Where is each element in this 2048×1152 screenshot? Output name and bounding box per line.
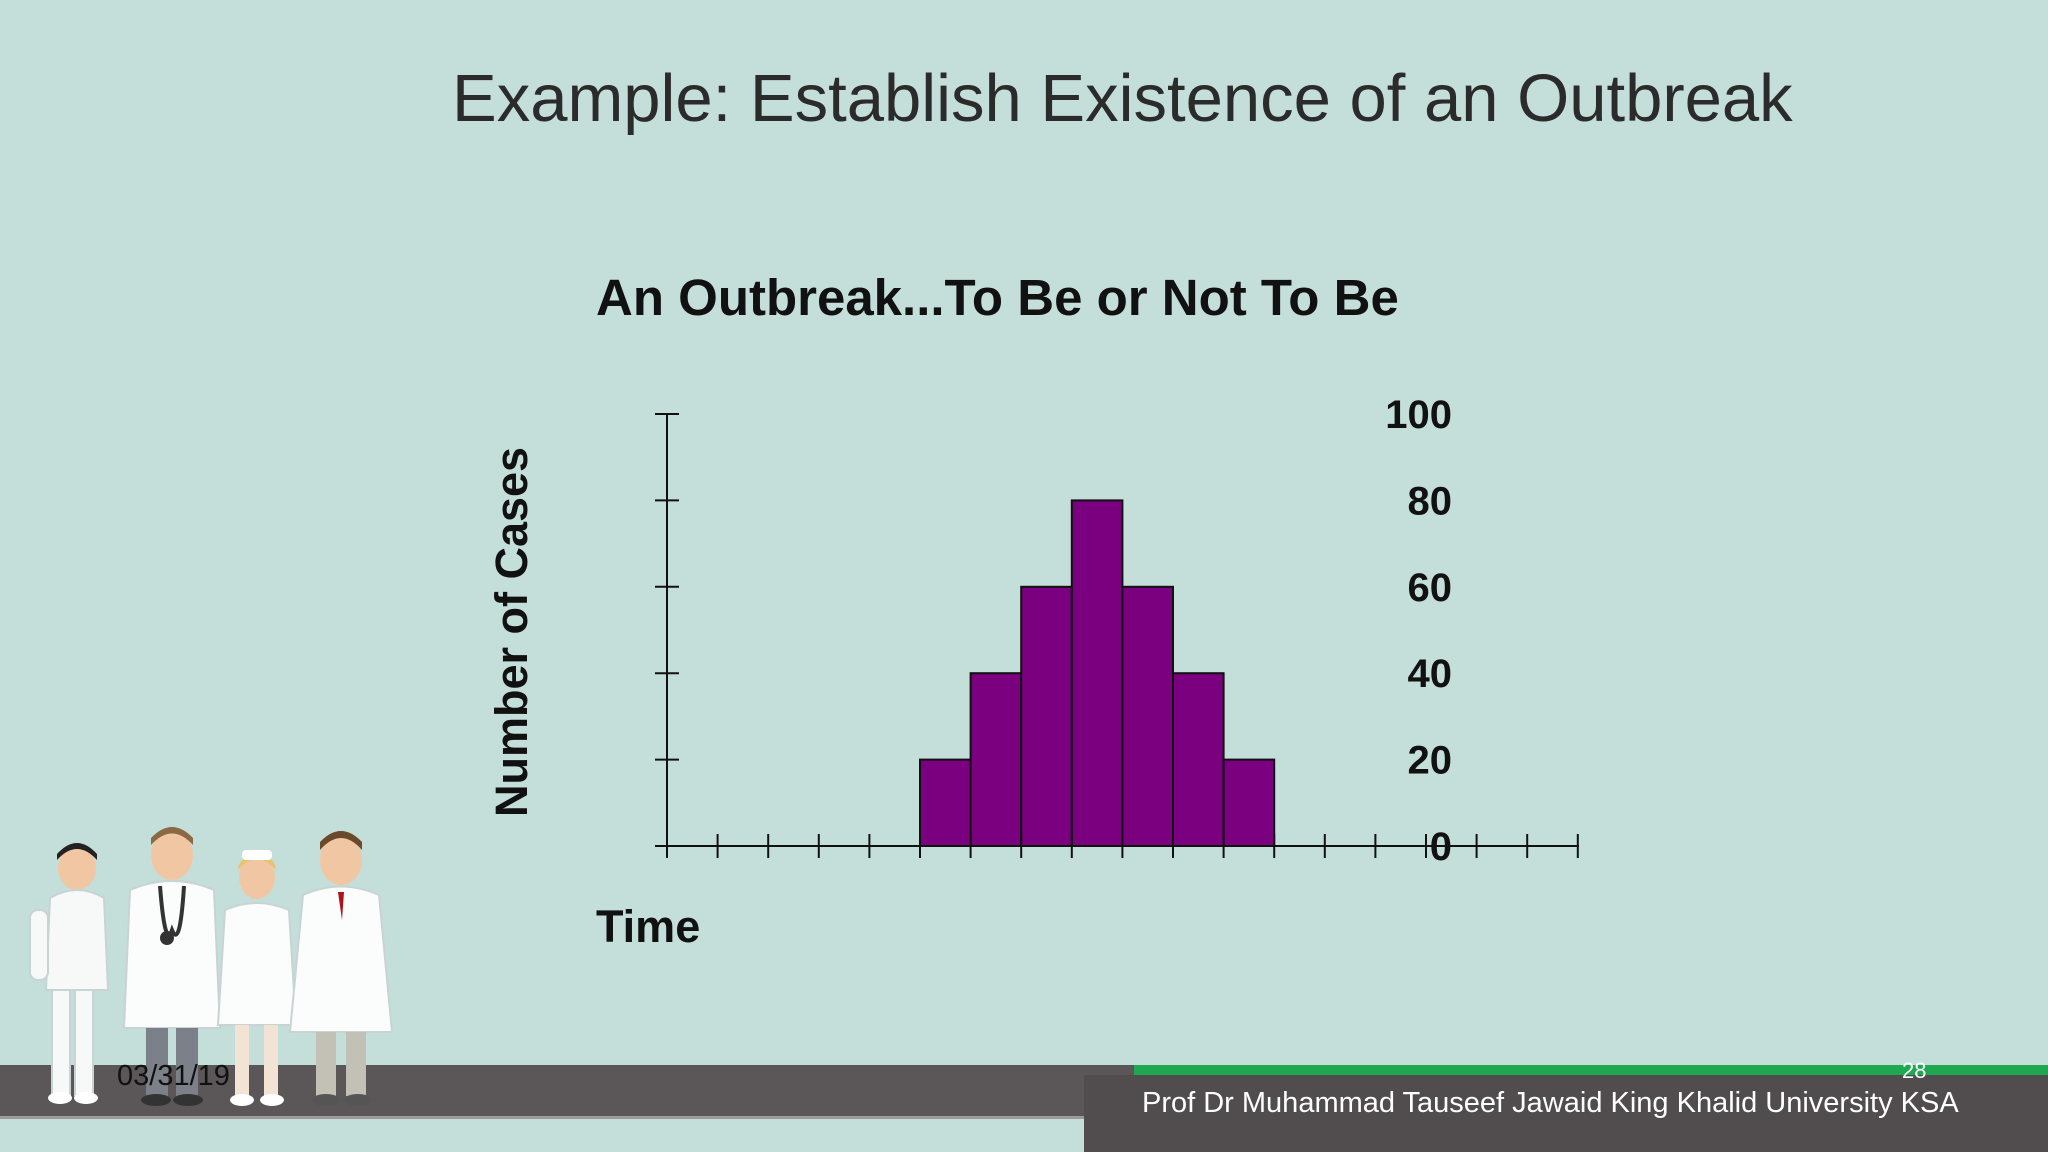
y-tick-label-0: 100 [1385, 393, 1452, 437]
y-tick-labels: 100 80 60 40 20 0 [1385, 393, 1452, 869]
y-tick-label-5: 0 [1430, 825, 1452, 869]
footer-date: 03/31/19 [117, 1060, 230, 1092]
page-number: 28 [1902, 1058, 1927, 1083]
footer-author-box: Prof Dr Muhammad Tauseef Jawaid King Kha… [1084, 1075, 2048, 1152]
bar-7 [1020, 585, 1073, 847]
x-ticks [666, 834, 1579, 858]
bar-9 [1121, 585, 1175, 847]
y-tick-label-3: 40 [1408, 652, 1453, 696]
doctor-figure-right [288, 831, 394, 1106]
y-axis-label: Number of Cases [486, 447, 537, 817]
y-tick-label-2: 60 [1408, 566, 1453, 610]
bar-11 [1222, 758, 1276, 847]
y-tick-label-1: 80 [1408, 479, 1453, 523]
x-axis-label: Time [596, 901, 700, 952]
bar-6 [969, 672, 1023, 848]
bars-layer [919, 499, 1276, 848]
bar-8 [1070, 499, 1124, 847]
footer-accent-stripe [1134, 1065, 2048, 1075]
y-tick-label-4: 20 [1408, 739, 1453, 783]
nurse-figure-cap [216, 850, 298, 1106]
footer-author-text: Prof Dr Muhammad Tauseef Jawaid King Kha… [1142, 1087, 1959, 1119]
nurse-figure-left [29, 843, 110, 1104]
slide-title: Example: Establish Existence of an Outbr… [452, 61, 1793, 136]
y-ticks [655, 413, 679, 847]
doctor-figure-stethoscope [122, 827, 222, 1106]
bar-5 [919, 758, 972, 847]
bar-10 [1172, 672, 1225, 848]
chart-title: An Outbreak...To Be or Not To Be [596, 269, 1399, 326]
footer-divider [0, 1116, 2048, 1119]
medical-staff-illustration [29, 827, 394, 1106]
